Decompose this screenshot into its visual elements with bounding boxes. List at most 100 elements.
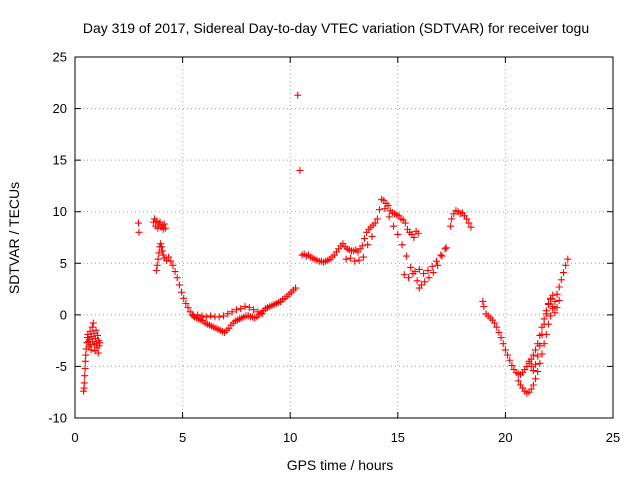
data-point: [463, 215, 471, 223]
data-point: [182, 300, 190, 308]
data-point: [198, 312, 206, 320]
data-point: [250, 306, 258, 314]
data-point: [409, 270, 417, 278]
data-point: [425, 274, 433, 282]
data-point: [417, 281, 425, 289]
data-point: [497, 334, 505, 342]
data-point: [82, 351, 90, 359]
data-point: [258, 310, 266, 318]
data-point: [184, 304, 192, 312]
y-tick-label: 5: [60, 256, 67, 271]
x-axis-label: GPS time / hours: [287, 457, 394, 473]
data-point: [89, 319, 97, 327]
axis-ticks: 0 5 10 15 20 25 -10 -5 0 5 10 15 20 25: [48, 50, 620, 446]
data-point: [80, 379, 88, 387]
data-point: [373, 215, 381, 223]
x-tick-label: 20: [498, 430, 512, 445]
data-point: [241, 303, 249, 311]
data-point: [534, 352, 542, 360]
data-point: [441, 245, 449, 253]
data-point: [508, 361, 516, 369]
data-point: [405, 274, 413, 282]
chart-title: Day 319 of 2017, Sidereal Day-to-day VTE…: [83, 20, 589, 36]
data-point: [549, 303, 557, 311]
data-point: [92, 326, 100, 334]
data-point: [504, 351, 512, 359]
x-tick-label: 10: [283, 430, 297, 445]
data-point: [368, 232, 376, 240]
data-point: [465, 219, 473, 227]
data-point: [542, 310, 550, 318]
data-point: [553, 290, 561, 298]
data-point: [215, 313, 223, 321]
y-tick-label: 25: [53, 50, 67, 65]
data-point: [506, 356, 514, 364]
data-point: [296, 166, 304, 174]
data-point: [167, 257, 175, 265]
data-point: [364, 241, 372, 249]
data-point: [95, 342, 103, 350]
data-point: [94, 331, 102, 339]
data-point: [202, 313, 210, 321]
data-point: [358, 242, 366, 250]
data-point: [437, 251, 445, 259]
data-point: [160, 220, 168, 228]
x-tick-label: 25: [606, 430, 620, 445]
data-point: [173, 274, 181, 282]
x-tick-label: 5: [179, 430, 186, 445]
data-point: [81, 372, 89, 380]
data-point: [346, 254, 354, 262]
y-tick-label: 15: [53, 153, 67, 168]
data-point: [355, 256, 363, 264]
data-point: [480, 303, 488, 311]
data-point: [421, 278, 429, 286]
data-point: [555, 283, 563, 291]
data-point: [154, 224, 162, 232]
data-point: [376, 206, 384, 214]
data-point: [547, 312, 555, 320]
data-point: [342, 255, 350, 263]
data-point: [536, 359, 544, 367]
data-point: [551, 297, 559, 305]
data-point: [438, 252, 446, 260]
data-point: [237, 305, 245, 313]
data-point: [442, 244, 450, 252]
y-axis-label: SDTVAR / TECUs: [6, 182, 22, 294]
data-point: [178, 288, 186, 296]
data-point: [538, 350, 546, 358]
data-point: [529, 381, 537, 389]
data-point: [171, 268, 179, 276]
data-point: [157, 240, 165, 248]
data-point: [389, 222, 397, 230]
data-point: [495, 328, 503, 336]
data-point: [158, 243, 166, 251]
data-point: [207, 312, 215, 320]
data-points: [80, 91, 572, 397]
data-point: [447, 222, 455, 230]
data-point: [86, 327, 94, 335]
data-point: [433, 257, 441, 265]
data-point: [224, 310, 232, 318]
data-point: [467, 223, 475, 231]
data-point: [254, 308, 262, 316]
data-point: [180, 294, 188, 302]
data-point: [407, 263, 415, 271]
data-point: [384, 202, 392, 210]
y-tick-label: -10: [48, 411, 67, 426]
data-point: [398, 241, 406, 249]
data-point: [385, 213, 393, 221]
data-point: [165, 253, 173, 261]
y-tick-label: 0: [60, 307, 67, 322]
data-point: [557, 276, 565, 284]
data-point: [81, 357, 89, 365]
data-point: [175, 281, 183, 289]
data-point: [540, 320, 548, 328]
data-point: [159, 251, 167, 259]
data-point: [527, 362, 535, 370]
data-point: [529, 367, 537, 375]
data-point: [381, 205, 389, 213]
data-point: [532, 375, 540, 383]
data-point: [88, 323, 96, 331]
data-point: [555, 296, 563, 304]
